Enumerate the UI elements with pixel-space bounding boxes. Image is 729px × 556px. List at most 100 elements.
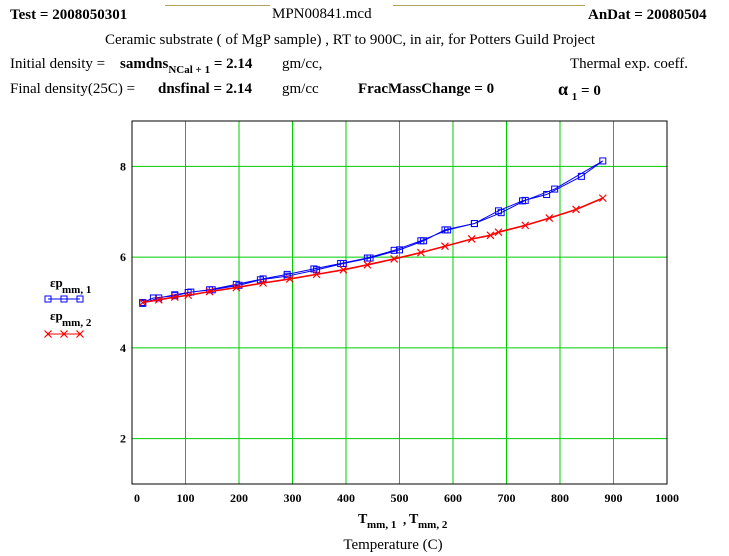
plot-frame xyxy=(131,120,668,485)
series-1-point xyxy=(363,254,371,262)
x-tick-label-300: 300 xyxy=(284,491,302,505)
series-2-point xyxy=(494,228,503,237)
series-1-point xyxy=(283,270,291,278)
initial-density-unit: gm/cc, xyxy=(282,56,323,72)
y-tick-label-6: 6 xyxy=(120,250,126,264)
series-1-point xyxy=(139,299,147,307)
series-1-point xyxy=(543,191,551,199)
legend-series-2-swatch xyxy=(44,330,84,338)
series-2-point xyxy=(390,255,399,263)
legend-series-1-sub: mm, 1 xyxy=(62,284,91,296)
x-axis-sub-2: mm, 2 xyxy=(418,519,448,531)
x-tick-label-100: 100 xyxy=(177,491,195,505)
y-tick-label-4: 4 xyxy=(120,341,126,355)
x-tick-label-500: 500 xyxy=(391,491,409,505)
x-tick-label-900: 900 xyxy=(605,491,623,505)
chart-grid xyxy=(131,121,668,484)
series-1-point xyxy=(155,294,163,302)
series-2-point xyxy=(312,270,321,279)
series-1-point xyxy=(444,226,452,234)
series-1-line xyxy=(142,160,604,304)
series-2-point xyxy=(598,194,607,203)
series-2-point xyxy=(154,295,163,304)
series-2-point xyxy=(441,242,449,251)
series-2-point xyxy=(285,274,294,283)
y-tick-label-2: 2 xyxy=(120,432,126,446)
final-density-label: Final density(25C) = xyxy=(10,81,136,97)
frac-mass-change-value: 0 xyxy=(486,81,495,97)
final-density-value: 2.14 xyxy=(225,81,253,97)
description: Ceramic substrate ( of MgP sample) , RT … xyxy=(105,32,596,48)
initial-density-label: Initial density = xyxy=(10,56,106,72)
series-2-point xyxy=(572,205,580,214)
legend-marker xyxy=(60,295,68,303)
x-axis-var-1: T xyxy=(358,512,368,527)
series-2-point xyxy=(521,221,530,230)
series-2-point xyxy=(259,279,267,287)
series-2-point xyxy=(416,248,425,257)
andat-label: AnDat = 20080504 xyxy=(588,7,707,23)
series-1-point xyxy=(417,237,425,245)
chart-tick-labels: 0 100 200 300 400 500 600 700 800 900 1000 2 4 6 8 xyxy=(120,159,679,505)
x-tick-label-1000: 1000 xyxy=(655,491,679,505)
legend-series-2: εp mm, 2 xyxy=(44,308,92,338)
x-axis-var-2: T xyxy=(409,512,419,527)
series-2-point xyxy=(205,287,214,296)
series-2 xyxy=(138,194,607,307)
header-rule-left xyxy=(165,5,270,6)
legend-series-1-name: εp xyxy=(50,275,63,290)
initial-density-value: 2.14 xyxy=(226,56,253,72)
legend-marker xyxy=(76,295,84,303)
series-2-point xyxy=(184,291,193,300)
y-tick-label-8: 8 xyxy=(120,159,126,173)
series-1-point xyxy=(396,246,403,254)
series-1-point xyxy=(470,220,478,228)
x-axis-label: T mm, 1 , T mm, 2 xyxy=(358,512,448,531)
x-tick-label-600: 600 xyxy=(444,491,462,505)
legend-marker xyxy=(76,330,84,338)
legend-series-2-sub: mm, 2 xyxy=(62,317,92,329)
series-1-point xyxy=(390,246,398,254)
legend-marker xyxy=(44,295,52,303)
series-2-point xyxy=(467,235,476,243)
legend-series-1: εp mm, 1 xyxy=(44,275,91,303)
x-axis-sub-1: mm, 1 xyxy=(367,519,396,531)
file-name: MPN00841.mcd xyxy=(272,6,372,22)
series-1-point xyxy=(259,275,267,283)
test-value: 2008050301 xyxy=(52,7,128,23)
series-1-point xyxy=(577,172,585,180)
legend-series-2-name: εp xyxy=(50,308,63,323)
alpha-formula: α 1 = 0 xyxy=(558,79,601,103)
frac-mass-change: FracMassChange = 0 xyxy=(358,81,495,97)
series-1-point xyxy=(599,157,607,165)
series-2-point xyxy=(232,283,241,292)
chart-series xyxy=(138,157,607,307)
svg-text:,: , xyxy=(403,512,406,527)
thermal-exp-label: Thermal exp. coeff. xyxy=(570,56,689,72)
x-tick-label-800: 800 xyxy=(551,491,569,505)
x-tick-label-700: 700 xyxy=(498,491,516,505)
legend-marker xyxy=(44,330,52,338)
x-tick-label-200: 200 xyxy=(230,491,248,505)
initial-density-formula: samdnsNCal + 1 = 2.14 xyxy=(120,56,253,76)
series-2-point xyxy=(170,293,179,301)
legend-marker xyxy=(60,330,68,338)
alpha-value: 0 xyxy=(593,83,601,99)
series-2-point xyxy=(339,265,348,274)
x-tick-label-0: 0 xyxy=(134,491,140,505)
series-1 xyxy=(139,157,607,307)
series-1-point xyxy=(497,209,505,217)
header-rule-right xyxy=(393,5,585,6)
series-1-point xyxy=(551,185,559,193)
series-2-point xyxy=(363,260,372,269)
andat-value: 20080504 xyxy=(646,7,707,23)
series-1-point xyxy=(521,196,529,204)
series-2-point xyxy=(138,298,147,307)
x-tick-label-400: 400 xyxy=(337,491,355,505)
x-axis-caption: Temperature (C) xyxy=(343,537,442,553)
test-label: Test = 2008050301 xyxy=(10,7,128,23)
final-density-formula: dnsfinal = 2.14 xyxy=(158,81,253,97)
series-1-point xyxy=(206,286,214,294)
series-2-point xyxy=(545,214,554,223)
